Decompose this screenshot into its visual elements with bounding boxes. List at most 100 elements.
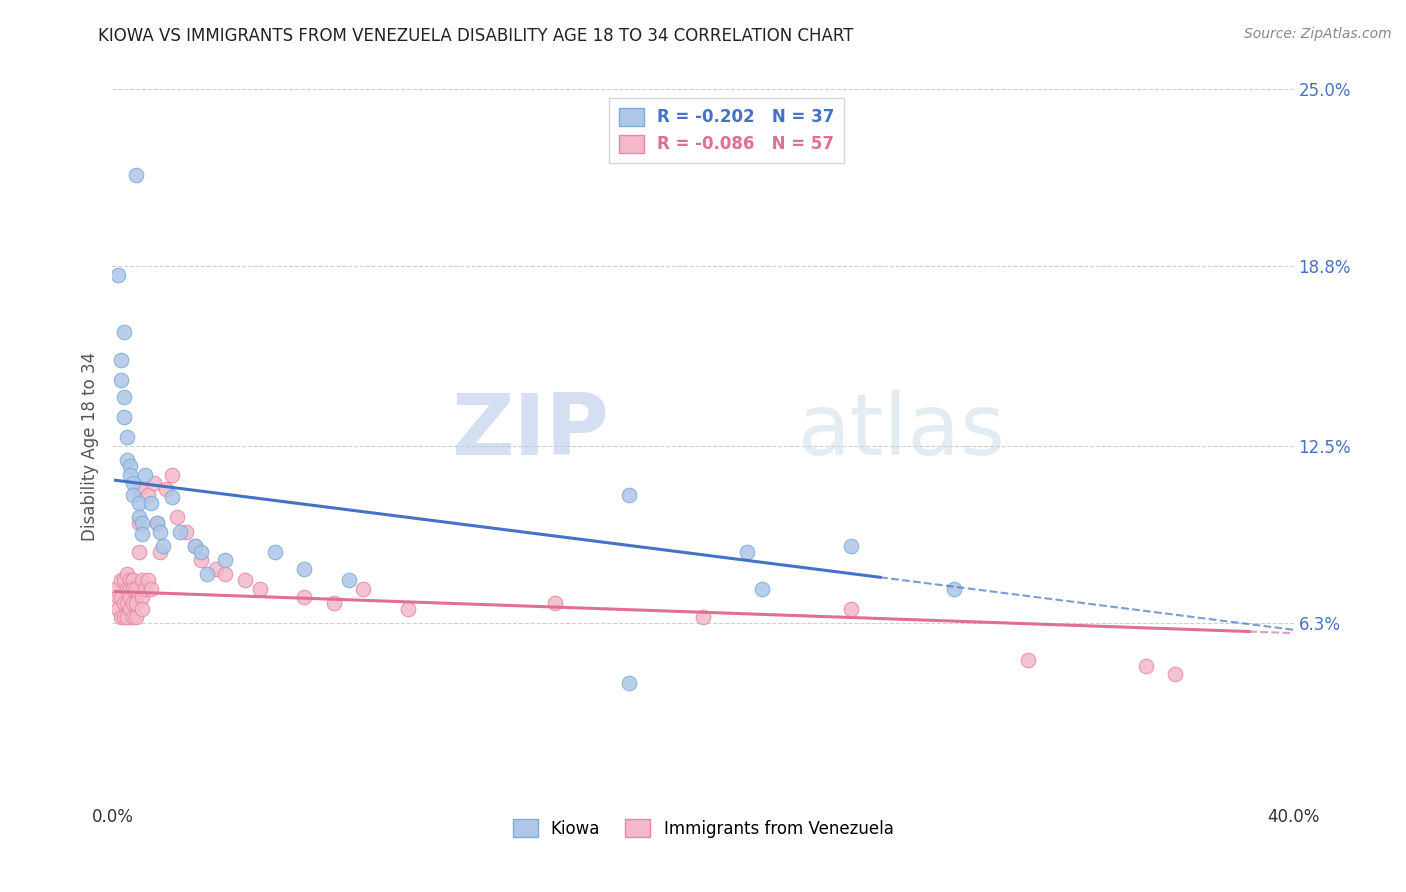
Point [136,573,159,587]
Point [195,567,218,582]
Point [134,582,156,596]
Point [160,467,183,482]
Point [128,544,150,558]
Point [233,573,256,587]
Point [110,353,132,368]
Point [619,676,641,690]
Point [122,596,145,610]
Point [146,516,169,530]
Point [839,601,862,615]
Point [117,582,138,596]
Point [249,582,271,596]
Point [396,601,419,615]
Point [131,573,153,587]
Point [136,487,159,501]
Point [139,582,162,596]
Point [107,601,129,615]
Point [112,610,135,624]
Point [152,539,174,553]
Point [125,582,148,596]
Point [120,458,142,473]
Point [125,168,148,182]
Point [352,582,374,596]
Point [134,467,156,482]
Point [149,544,172,558]
Point [120,582,142,596]
Point [125,596,148,610]
Point [149,524,172,539]
Point [131,516,153,530]
Point [125,610,148,624]
Point [120,467,142,482]
Point [122,487,145,501]
Point [544,596,567,610]
Point [112,325,135,339]
Point [131,601,153,615]
Point [160,491,183,505]
Point [128,510,150,524]
Point [166,510,188,524]
Point [1135,658,1157,673]
Point [292,562,315,576]
Point [146,516,169,530]
Point [110,591,132,605]
Point [190,553,212,567]
Point [214,567,236,582]
Point [128,516,150,530]
Point [122,573,145,587]
Point [1017,653,1039,667]
Text: ZIP: ZIP [451,390,609,474]
Point [120,573,142,587]
Point [120,591,142,605]
Point [128,496,150,510]
Point [112,573,135,587]
Point [205,562,228,576]
Point [131,527,153,541]
Point [737,544,759,558]
Point [1164,667,1187,681]
Point [214,553,236,567]
Point [128,482,150,496]
Point [122,610,145,624]
Point [155,482,177,496]
Point [139,496,162,510]
Point [942,582,965,596]
Point [692,610,714,624]
Point [112,391,135,405]
Point [110,573,132,587]
Point [117,567,138,582]
Point [184,539,207,553]
Point [131,591,153,605]
Point [117,430,138,444]
Text: KIOWA VS IMMIGRANTS FROM VENEZUELA DISABILITY AGE 18 TO 34 CORRELATION CHART: KIOWA VS IMMIGRANTS FROM VENEZUELA DISAB… [98,27,853,45]
Point [174,524,197,539]
Point [264,544,287,558]
Point [110,610,132,624]
Point [107,268,129,282]
Point [107,591,129,605]
Y-axis label: Disability Age 18 to 34: Disability Age 18 to 34 [80,351,98,541]
Text: atlas: atlas [797,390,1005,474]
Point [112,596,135,610]
Point [117,453,138,467]
Point [117,596,138,610]
Point [184,539,207,553]
Point [839,539,862,553]
Point [117,610,138,624]
Point [120,601,142,615]
Point [142,476,165,491]
Point [112,410,135,425]
Legend: Kiowa, Immigrants from Venezuela: Kiowa, Immigrants from Venezuela [506,813,900,845]
Point [323,596,346,610]
Point [122,582,145,596]
Point [751,582,773,596]
Point [104,582,127,596]
Point [169,524,191,539]
Point [110,373,132,387]
Point [190,544,212,558]
Text: Source: ZipAtlas.com: Source: ZipAtlas.com [1244,27,1392,41]
Point [337,573,360,587]
Point [292,591,315,605]
Point [122,476,145,491]
Point [619,487,641,501]
